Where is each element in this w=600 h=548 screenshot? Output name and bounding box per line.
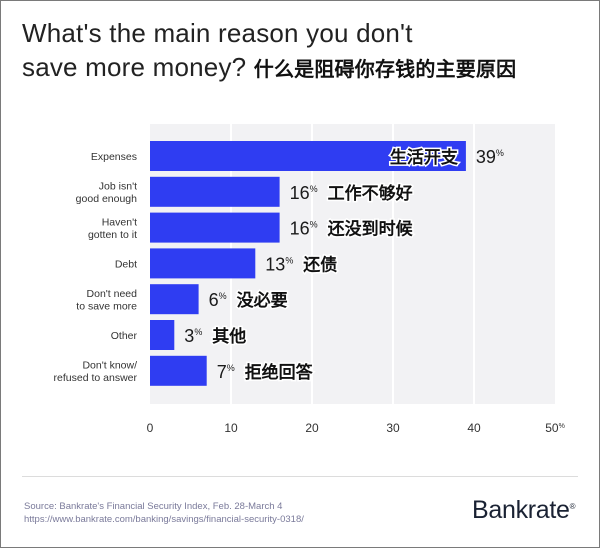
- category-label-line: good enough: [76, 193, 137, 205]
- category-label-line: Haven't: [102, 216, 137, 228]
- bar: [150, 141, 466, 171]
- value-label-unit: %: [310, 220, 318, 230]
- category-label-line: Expenses: [91, 151, 137, 163]
- bar-annotation: 其他: [212, 326, 246, 347]
- value-label-unit: %: [227, 363, 235, 373]
- bar-annotation: 生活开支: [390, 147, 459, 168]
- category-label-line: Don't know/: [82, 360, 137, 372]
- x-tick-suffix: %: [559, 423, 565, 430]
- logo-text: Bankrate: [472, 496, 570, 524]
- category-label: Haven't gotten to it: [88, 216, 137, 241]
- footer-divider: [22, 476, 578, 477]
- x-tick-label: 10: [224, 421, 238, 435]
- bar: [150, 248, 256, 279]
- category-label: Expenses: [91, 151, 137, 163]
- x-tick-label: 20: [305, 421, 319, 435]
- category-label-line: Don't need: [87, 288, 138, 300]
- bar: [150, 212, 280, 243]
- category-label-line: Debt: [115, 258, 137, 270]
- value-label-unit: %: [219, 291, 227, 301]
- value-label-unit: %: [496, 148, 504, 158]
- category-label: Other: [111, 330, 138, 342]
- chart-title: What's the main reason you don't save mo…: [22, 16, 582, 86]
- category-label: Job isn't good enough: [76, 181, 137, 206]
- value-label-unit: %: [285, 255, 293, 265]
- bar: [150, 355, 207, 386]
- category-label-line: Job isn't: [99, 181, 137, 193]
- bar-annotation: 还债: [302, 254, 337, 275]
- value-label-unit: %: [194, 327, 202, 337]
- category-label-line: to save more: [76, 300, 137, 312]
- x-tick-label: 40: [467, 421, 481, 435]
- bankrate-logo: Bankrate®: [472, 496, 576, 525]
- logo-registered-mark: ®: [569, 502, 576, 511]
- bar: [150, 284, 199, 315]
- source-url: https://www.bankrate.com/banking/savings…: [24, 514, 304, 525]
- x-tick-label: 0: [147, 421, 154, 435]
- title-line-1: What's the main reason you don't: [22, 18, 413, 48]
- x-tick-label: 30: [386, 421, 400, 435]
- category-label-line: gotten to it: [88, 229, 137, 241]
- category-label-line: Other: [111, 330, 138, 342]
- title-annotation: 什么是阻碍你存钱的主要原因: [253, 57, 517, 81]
- bar-annotation: 拒绝回答: [245, 362, 314, 383]
- source-note: Source: Bankrate's Financial Security In…: [24, 500, 304, 526]
- category-label: Don't need to save more: [76, 288, 137, 313]
- bar: [150, 176, 280, 207]
- bar: [150, 320, 175, 350]
- category-label: Debt: [115, 258, 137, 270]
- bar-annotation: 工作不够好: [328, 183, 413, 204]
- bar-annotation: 还没到时候: [327, 219, 414, 240]
- bar-annotation: 没必要: [237, 290, 288, 311]
- category-label: Don't know/refused to answer: [54, 360, 138, 385]
- x-tick-label: 50%: [545, 421, 565, 435]
- value-label-unit: %: [310, 184, 318, 194]
- title-line-2: save more money?: [22, 52, 247, 82]
- source-line-1: Source: Bankrate's Financial Security In…: [24, 501, 283, 512]
- category-label-line: refused to answer: [54, 372, 138, 384]
